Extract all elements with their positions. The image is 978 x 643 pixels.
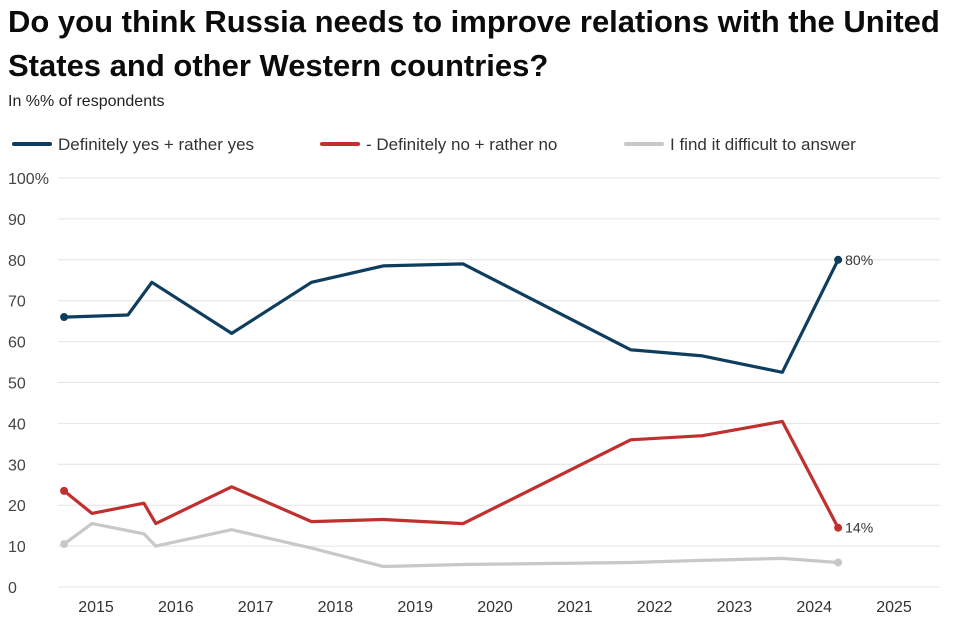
- x-tick-label: 2025: [876, 599, 912, 616]
- start-marker: [60, 486, 69, 495]
- legend-label: Definitely yes + rather yes: [58, 135, 254, 154]
- y-tick-label: 10: [8, 539, 26, 556]
- y-tick-label: 50: [8, 376, 26, 393]
- chart-subtitle: In %% of respondents: [8, 93, 165, 110]
- y-tick-label: 100%: [8, 171, 49, 188]
- y-tick-label: 40: [8, 416, 26, 433]
- x-tick-label: 2023: [717, 599, 753, 616]
- chart-title: Do you think Russia needs to improve rel…: [8, 4, 940, 83]
- x-tick-label: 2020: [477, 599, 513, 616]
- y-tick-label: 20: [8, 498, 26, 515]
- x-tick-label: 2024: [796, 599, 832, 616]
- series-line: [62, 521, 840, 569]
- x-tick-label: 2017: [238, 599, 274, 616]
- x-tick-label: 2021: [557, 599, 593, 616]
- y-tick-label: 0: [8, 580, 17, 597]
- y-tick-label: 70: [8, 294, 26, 311]
- x-tick-label: 2022: [637, 599, 673, 616]
- end-marker: [834, 255, 843, 264]
- series-line: [62, 419, 840, 530]
- grid-lines: [58, 177, 940, 588]
- start-marker: [60, 540, 69, 549]
- series-line: [62, 258, 840, 374]
- legend: Definitely yes + rather yes - Definitely …: [12, 135, 856, 154]
- legend-label: I find it difficult to answer: [670, 135, 856, 154]
- y-tick-label: 30: [8, 457, 26, 474]
- legend-label: - Definitely no + rather no: [366, 135, 557, 154]
- y-tick-label: 90: [8, 212, 26, 229]
- series-lines: 14% 80%: [60, 252, 873, 569]
- end-value-label: 80%: [845, 252, 873, 268]
- y-axis-ticks: 0 10 20 30 40 50 60 70 80 90 100%: [8, 171, 49, 597]
- start-marker: [60, 313, 69, 322]
- x-axis-ticks: 2015 2016 2017 2018 2019 2020 2021 2022 2023 2024…: [78, 599, 912, 616]
- x-tick-label: 2015: [78, 599, 114, 616]
- x-tick-label: 2016: [158, 599, 194, 616]
- end-marker: [834, 558, 843, 567]
- x-tick-label: 2018: [318, 599, 354, 616]
- end-marker: [834, 523, 843, 532]
- y-tick-label: 60: [8, 335, 26, 352]
- end-value-label: 14%: [845, 520, 873, 536]
- y-tick-label: 80: [8, 253, 26, 270]
- x-tick-label: 2019: [397, 599, 433, 616]
